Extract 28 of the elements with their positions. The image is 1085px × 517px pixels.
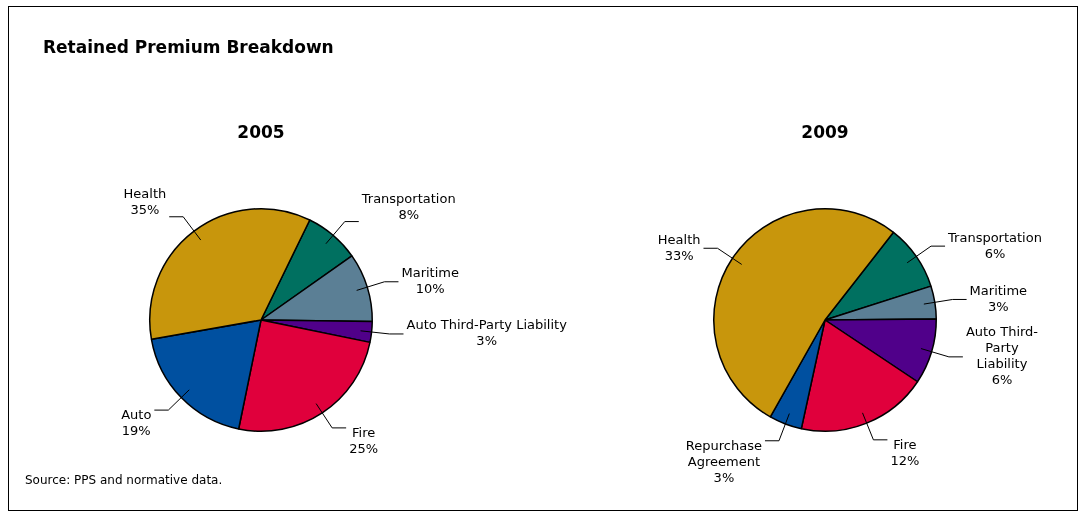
data-label: 33% [664,247,694,263]
slice-label: Maritime [401,265,459,281]
slice-label: Fire [352,425,376,441]
data-label: 3% [713,470,735,486]
slice-label: Auto Third-Party Liability [965,324,1039,372]
chart-subtitle: 2005 [236,122,286,144]
data-label: 6% [991,372,1013,388]
data-label: 3% [988,298,1009,314]
chart-title: Retained Premium Breakdown [43,37,334,57]
slice-label: Auto Third-Party Liability [406,317,568,333]
data-label: 25% [349,441,379,457]
slice-label: Transportation [360,190,456,206]
slice-label: Maritime [969,282,1028,298]
slice-label: Transportation [947,229,1042,245]
chart-title: 2009 [800,122,850,144]
source-note: Source: PPS and normative data. [25,473,223,487]
data-label: 3% [476,333,497,349]
slice-label: Auto [121,407,152,423]
slice-label: Health [657,231,701,247]
data-label: 19% [121,423,151,439]
slice-label: Health [123,186,167,202]
data-label: 6% [984,245,1006,261]
data-label: 10% [415,281,445,297]
data-label: 35% [130,202,160,218]
data-label: 8% [398,206,420,222]
slice-label: Fire [893,437,917,453]
slice-label: Repurchase Agreement [685,438,762,470]
data-label: 12% [890,453,920,469]
